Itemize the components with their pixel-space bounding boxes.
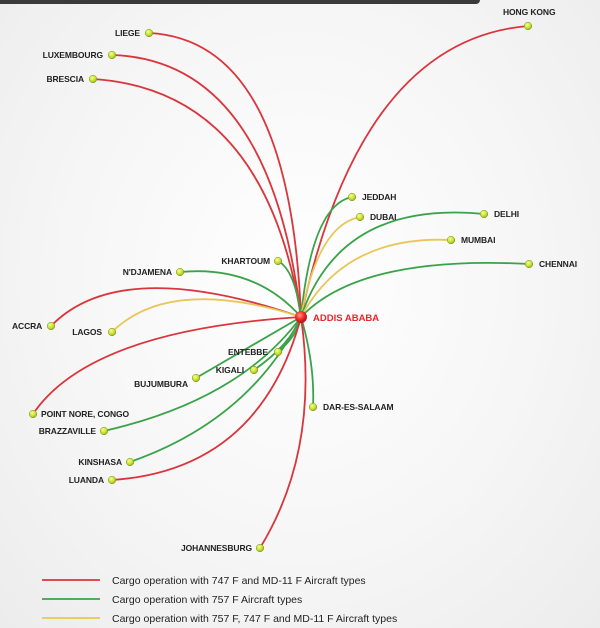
route-johannesburg	[259, 316, 307, 549]
city-label-lagos: LAGOS	[72, 327, 102, 337]
city-dot-kinshasa	[125, 457, 135, 467]
route-jeddah	[300, 196, 353, 318]
route-dubai	[300, 216, 361, 318]
city-label-accra: ACCRA	[12, 321, 42, 331]
city-dot-lagos	[107, 327, 117, 337]
route-mumbai	[300, 238, 452, 318]
city-label-khartoum: KHARTOUM	[221, 256, 270, 266]
top-band	[0, 0, 480, 4]
city-dot-brescia	[88, 74, 98, 84]
city-label-brazzaville: BRAZZAVILLE	[39, 426, 97, 436]
city-dot-ndjamena	[175, 267, 185, 277]
city-label-liege: LIEGE	[115, 28, 140, 38]
route-kinshasa	[129, 316, 302, 463]
route-bujumbura	[195, 316, 302, 379]
hub-layer: ADDIS ABABA	[295, 311, 379, 324]
city-dot-chennai	[524, 259, 534, 269]
legend: Cargo operation with 747 F and MD-11 F A…	[42, 575, 397, 625]
city-dot-kigali	[249, 365, 259, 375]
city-label-mumbai: MUMBAI	[461, 235, 495, 245]
city-dot-mumbai	[446, 235, 456, 245]
hub-dot	[295, 311, 307, 323]
city-label-luanda: LUANDA	[69, 475, 104, 485]
city-label-delhi: DELHI	[494, 209, 519, 219]
city-label-kigali: KIGALI	[216, 365, 244, 375]
route-point-noire	[32, 316, 302, 415]
city-label-dubai: DUBAI	[370, 212, 396, 222]
city-dot-delhi	[479, 209, 489, 219]
city-label-chennai: CHENNAI	[539, 259, 577, 269]
route-brazzaville	[103, 316, 302, 432]
city-dot-entebbe	[273, 347, 283, 357]
route-luxembourg	[111, 54, 302, 318]
city-label-luxembourg: LUXEMBOURG	[43, 50, 104, 60]
city-dot-hong-kong	[523, 21, 533, 31]
city-label-ndjamena: N'DJAMENA	[123, 267, 172, 277]
route-dar-es-salaam	[300, 316, 315, 408]
route-luanda	[111, 316, 302, 481]
legend-label-757: Cargo operation with 757 F Aircraft type…	[112, 594, 302, 606]
city-dot-point-noire	[28, 409, 38, 419]
route-liege	[148, 32, 302, 318]
city-dot-khartoum	[273, 256, 283, 266]
city-label-kinshasa: KINSHASA	[78, 457, 122, 467]
city-dot-jeddah	[347, 192, 357, 202]
city-label-brescia: BRESCIA	[46, 74, 84, 84]
city-label-bujumbura: BUJUMBURA	[134, 379, 188, 389]
legend-label-747_md11: Cargo operation with 747 F and MD-11 F A…	[112, 575, 366, 587]
city-dot-liege	[144, 28, 154, 38]
hub-label: ADDIS ABABA	[313, 313, 379, 324]
city-label-entebbe: ENTEBBE	[228, 347, 268, 357]
cities-layer: HONG KONG LIEGE LUXEMBOURG BRESCIA JEDDAH DUB…	[12, 7, 577, 553]
route-hong-kong	[300, 25, 529, 318]
city-label-point-noire: POINT NORE, CONGO	[41, 409, 130, 419]
city-dot-dar-es-salaam	[308, 402, 318, 412]
route-delhi	[300, 211, 485, 318]
city-dot-luanda	[107, 475, 117, 485]
legend-label-mixed: Cargo operation with 757 F, 747 F and MD…	[112, 613, 397, 625]
route-accra	[50, 287, 302, 327]
city-dot-brazzaville	[99, 426, 109, 436]
city-dot-bujumbura	[191, 373, 201, 383]
city-label-jeddah: JEDDAH	[362, 192, 396, 202]
route-chennai	[300, 261, 530, 318]
route-brescia	[92, 78, 302, 318]
city-label-dar-es-salaam: DAR-ES-SALAAM	[323, 402, 393, 412]
city-dot-accra	[46, 321, 56, 331]
routes-layer	[32, 25, 530, 549]
route-ndjamena	[179, 270, 302, 318]
city-dot-luxembourg	[107, 50, 117, 60]
city-label-hong-kong: HONG KONG	[503, 7, 556, 17]
city-dot-johannesburg	[255, 543, 265, 553]
city-label-johannesburg: JOHANNESBURG	[181, 543, 253, 553]
city-dot-dubai	[355, 212, 365, 222]
route-lagos	[111, 298, 302, 333]
